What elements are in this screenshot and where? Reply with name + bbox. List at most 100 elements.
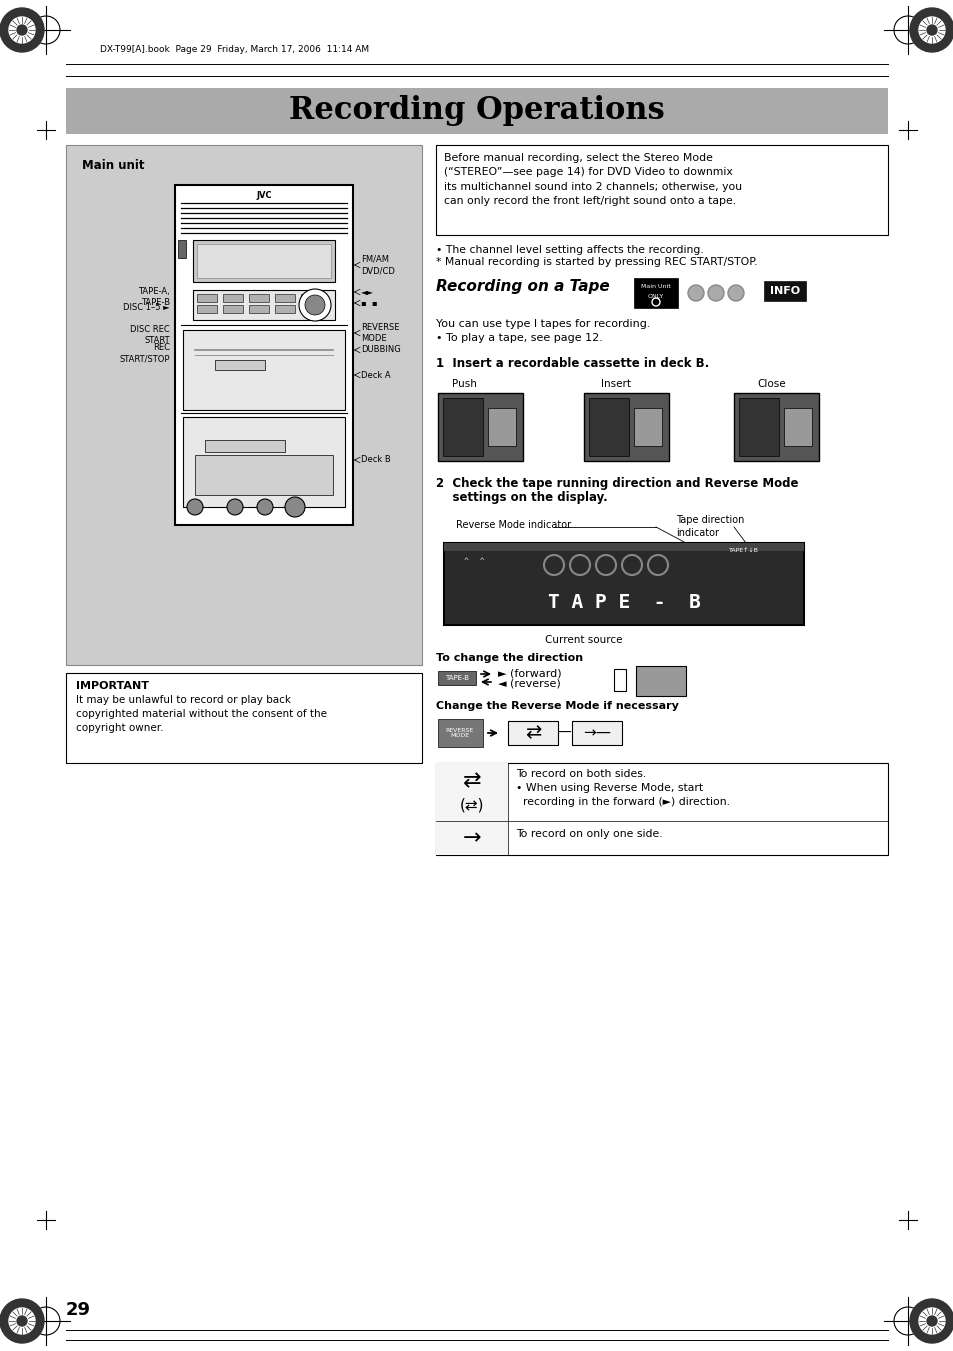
Text: ◄ (reverse): ◄ (reverse) — [497, 680, 560, 689]
Bar — [436, 821, 507, 855]
Bar — [636, 666, 685, 696]
Bar — [634, 278, 678, 308]
Text: To record on both sides.
• When using Reverse Mode, start
  recording in the for: To record on both sides. • When using Re… — [516, 769, 729, 807]
Circle shape — [918, 18, 944, 43]
Circle shape — [0, 1300, 44, 1343]
Text: —: — — [557, 725, 570, 740]
Circle shape — [285, 497, 305, 517]
Circle shape — [909, 1300, 953, 1343]
Text: REVERSE
MODE: REVERSE MODE — [445, 728, 474, 739]
Text: DX-T99[A].book  Page 29  Friday, March 17, 2006  11:14 AM: DX-T99[A].book Page 29 Friday, March 17,… — [100, 46, 369, 54]
Bar — [443, 543, 803, 626]
Bar — [66, 88, 887, 134]
Circle shape — [256, 499, 273, 515]
Text: To change the direction: To change the direction — [436, 653, 582, 663]
Bar — [196, 245, 331, 278]
Bar — [437, 671, 476, 685]
Text: 1  Insert a recordable cassette in deck B.: 1 Insert a recordable cassette in deck B… — [436, 357, 708, 370]
Bar — [301, 295, 320, 303]
Circle shape — [17, 26, 27, 35]
Text: INFO: INFO — [769, 286, 800, 296]
Text: DISC REC
START: DISC REC START — [131, 326, 170, 345]
Text: Before manual recording, select the Stereo Mode
(“STEREO”—see page 14) for DVD V: Before manual recording, select the Ster… — [443, 153, 741, 207]
Text: TAPE-A,
TAPE-B: TAPE-A, TAPE-B — [138, 286, 170, 307]
Text: It may be unlawful to record or play back
copyrighted material without the conse: It may be unlawful to record or play bac… — [76, 694, 327, 734]
Text: TAPE↑↓B: TAPE↑↓B — [728, 549, 759, 553]
Text: You can use type I tapes for recording.: You can use type I tapes for recording. — [436, 319, 650, 330]
Text: ˆ  ˆ: ˆ ˆ — [462, 558, 485, 571]
Bar — [174, 185, 353, 526]
Text: Close: Close — [757, 380, 785, 389]
Circle shape — [9, 18, 35, 43]
Text: * Manual recording is started by pressing REC START/STOP.: * Manual recording is started by pressin… — [436, 257, 757, 267]
Circle shape — [17, 1316, 27, 1325]
Bar — [634, 408, 661, 446]
Text: • To play a tape, see page 12.: • To play a tape, see page 12. — [436, 332, 602, 343]
Bar — [274, 295, 294, 303]
Text: JVC: JVC — [256, 190, 272, 200]
Bar — [437, 719, 482, 747]
Text: ⇄: ⇄ — [524, 724, 540, 743]
Text: 29: 29 — [66, 1301, 91, 1319]
Bar — [442, 399, 482, 457]
Text: FM/AM
DVD/CD: FM/AM DVD/CD — [360, 255, 395, 276]
Text: settings on the display.: settings on the display. — [436, 490, 607, 504]
Text: (⇄): (⇄) — [459, 797, 484, 812]
Text: TAPE-B: TAPE-B — [444, 676, 469, 681]
Text: ▪  ▪: ▪ ▪ — [360, 299, 377, 308]
Circle shape — [0, 8, 44, 51]
Bar — [223, 305, 243, 313]
Bar — [436, 145, 887, 235]
Text: Deck A: Deck A — [360, 370, 390, 380]
Text: Main Unit: Main Unit — [640, 285, 670, 289]
Bar — [249, 295, 269, 303]
Text: →—: →— — [582, 725, 610, 740]
Circle shape — [909, 8, 953, 51]
Text: REVERSE
MODE: REVERSE MODE — [360, 323, 399, 343]
Circle shape — [305, 295, 325, 315]
Bar — [733, 393, 818, 461]
Circle shape — [298, 289, 331, 322]
Bar — [66, 673, 421, 763]
Circle shape — [926, 26, 936, 35]
Bar — [205, 440, 285, 453]
Bar — [443, 543, 803, 551]
Bar — [183, 330, 345, 409]
Bar — [588, 399, 628, 457]
Bar — [196, 305, 216, 313]
Circle shape — [227, 499, 243, 515]
Text: DUBBING: DUBBING — [360, 346, 400, 354]
Text: • The channel level setting affects the recording.: • The channel level setting affects the … — [436, 245, 703, 255]
Bar — [739, 399, 779, 457]
Text: Deck B: Deck B — [360, 455, 391, 465]
Bar — [214, 359, 265, 370]
Circle shape — [918, 1308, 944, 1333]
Bar — [436, 763, 507, 821]
Bar — [274, 305, 294, 313]
Bar — [436, 763, 887, 855]
Bar — [196, 295, 216, 303]
Bar — [783, 408, 811, 446]
Text: IMPORTANT: IMPORTANT — [76, 681, 149, 690]
Bar — [66, 145, 421, 665]
Text: 2  Check the tape running direction and Reverse Mode: 2 Check the tape running direction and R… — [436, 477, 798, 490]
Text: Main unit: Main unit — [82, 159, 144, 172]
Text: DISC 1–5 ►: DISC 1–5 ► — [123, 304, 170, 312]
Text: REC
START/STOP: REC START/STOP — [119, 343, 170, 363]
Text: T A P E  -  B: T A P E - B — [547, 593, 700, 612]
Text: →: → — [462, 828, 481, 848]
Bar — [488, 408, 516, 446]
Text: ONLY: ONLY — [647, 295, 663, 300]
Bar — [178, 240, 186, 258]
Text: Push: Push — [451, 380, 476, 389]
Bar — [763, 281, 805, 301]
Circle shape — [707, 285, 723, 301]
Bar — [183, 417, 345, 507]
Bar — [572, 721, 621, 744]
Circle shape — [187, 499, 203, 515]
Circle shape — [687, 285, 703, 301]
Circle shape — [727, 285, 743, 301]
Bar — [249, 305, 269, 313]
Text: Reverse Mode indicator: Reverse Mode indicator — [456, 520, 571, 530]
Bar — [193, 290, 335, 320]
